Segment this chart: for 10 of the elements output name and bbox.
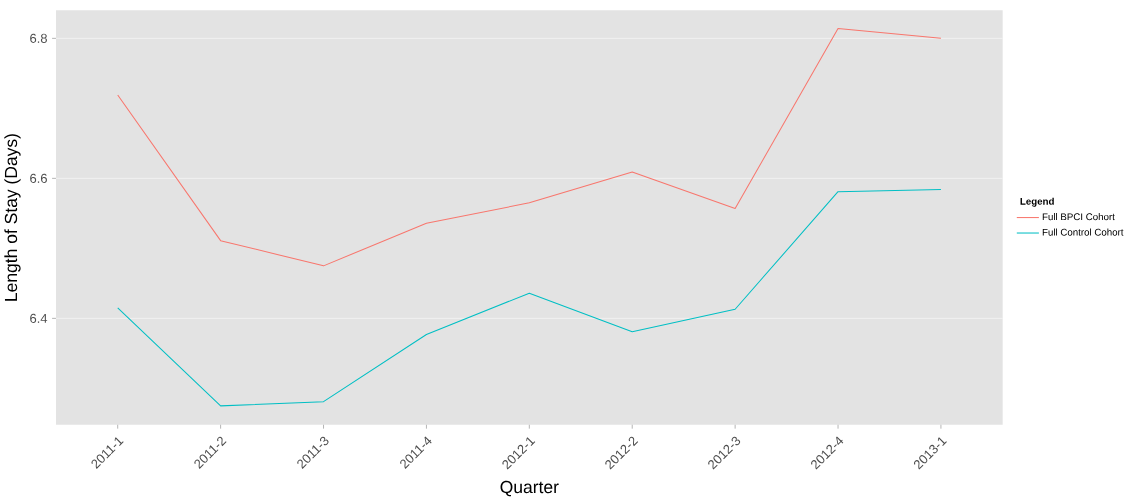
y-tick-label: 6.4 <box>30 313 48 324</box>
line-series <box>117 189 942 407</box>
y-tick-label: 6.8 <box>30 33 47 44</box>
legend-label: Full BPCI Cohort <box>1042 213 1115 221</box>
y-axis-title: Length of Stay (Days) <box>4 134 21 301</box>
legend-title: Legend <box>1020 197 1054 207</box>
y-tick-label: 6.6 <box>30 173 47 184</box>
line-series <box>117 28 942 267</box>
legend-label: Full Control Cohort <box>1042 228 1124 236</box>
x-axis-title: Quarter <box>500 480 559 497</box>
